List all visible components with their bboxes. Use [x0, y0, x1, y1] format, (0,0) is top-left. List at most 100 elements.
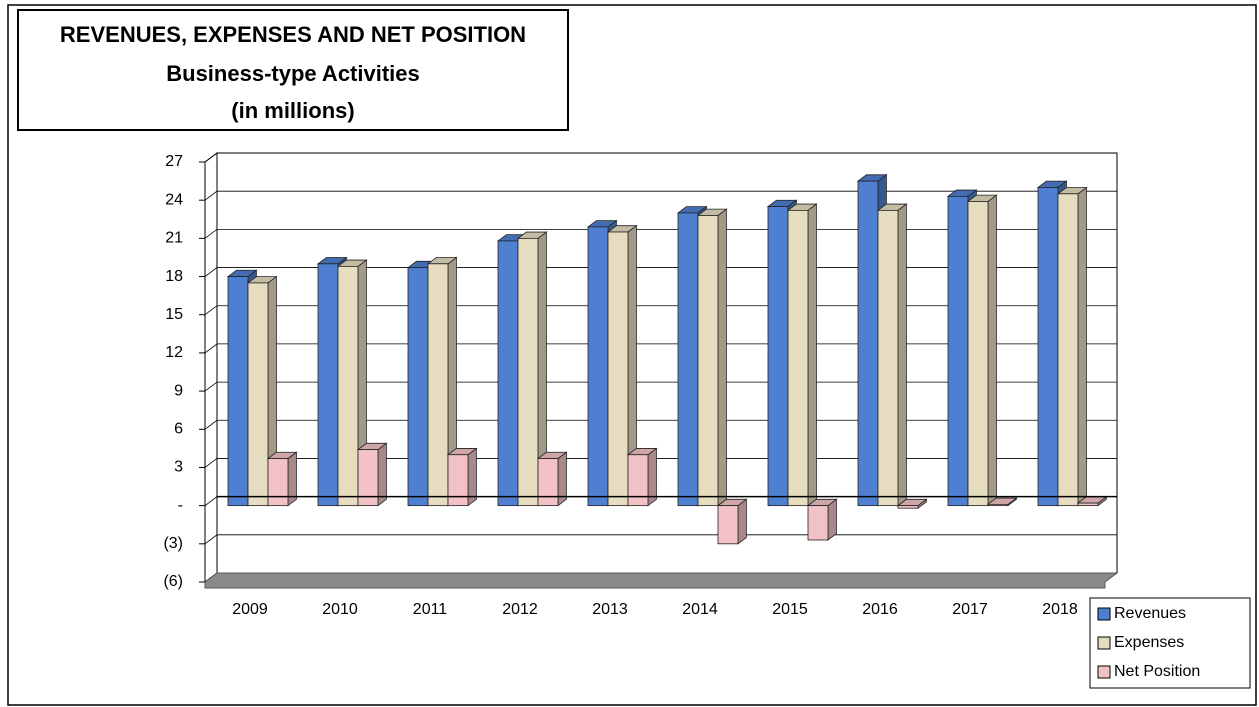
legend-swatch — [1097, 607, 1111, 621]
bar-front — [517, 237, 539, 507]
grid-line — [204, 152, 1117, 163]
bar-front — [967, 201, 989, 507]
side-wall — [204, 152, 218, 583]
chart-subtitle: (in millions) — [231, 98, 354, 123]
bar-front — [357, 449, 379, 507]
bar — [606, 224, 638, 507]
y-tick-label: 24 — [165, 191, 183, 208]
bar — [716, 498, 748, 545]
bar-front — [877, 209, 899, 507]
bar — [266, 451, 298, 507]
bar — [786, 203, 818, 507]
x-tick-label: 2011 — [413, 601, 448, 618]
legend-label: Revenues — [1114, 605, 1186, 622]
x-tick-label: 2017 — [952, 601, 988, 618]
bar-side — [287, 451, 297, 507]
y-tick-label: 9 — [174, 382, 183, 399]
bar-front — [497, 240, 519, 507]
bar — [516, 231, 548, 507]
y-tick-label: 3 — [174, 459, 183, 476]
bar-front — [947, 195, 969, 507]
x-tick-label: 2014 — [682, 601, 718, 618]
bar-front — [1037, 187, 1059, 507]
bar-side — [557, 451, 567, 507]
bar-side — [717, 208, 727, 507]
bar-front — [227, 276, 249, 507]
legend-swatch — [1097, 636, 1111, 650]
bar-front — [587, 226, 609, 507]
legend-label: Expenses — [1114, 634, 1184, 651]
grid-line — [204, 381, 1117, 392]
x-tick-label: 2012 — [502, 601, 538, 618]
grid-line — [204, 419, 1117, 430]
bar-front — [537, 458, 559, 507]
bar-side — [987, 194, 997, 507]
legend-label: Net Position — [1114, 663, 1200, 680]
bar-front — [767, 206, 789, 507]
y-tick-label: 6 — [174, 420, 183, 437]
bar-front — [317, 263, 339, 507]
bar-front — [407, 267, 429, 507]
x-tick-label: 2018 — [1042, 601, 1078, 618]
bar-front — [857, 180, 879, 507]
x-tick-label: 2015 — [772, 601, 808, 618]
grid-line — [204, 343, 1117, 354]
bar-front — [717, 505, 739, 545]
bar — [896, 498, 928, 509]
chart-subtitle: Business-type Activities — [166, 61, 420, 86]
y-tick-label: (6) — [163, 573, 183, 590]
y-tick-label: 18 — [165, 268, 183, 285]
x-tick-label: 2013 — [592, 601, 628, 618]
bar-front — [897, 505, 919, 509]
bar-front — [427, 263, 449, 507]
grid-line — [204, 190, 1117, 201]
x-tick-label: 2016 — [862, 601, 898, 618]
bar-front — [247, 282, 269, 507]
bar — [986, 497, 1018, 507]
bar — [426, 256, 458, 507]
bar — [1056, 186, 1088, 507]
y-tick-label: (3) — [163, 535, 183, 552]
bar — [336, 259, 368, 507]
y-tick-label: 21 — [165, 230, 183, 247]
bar-side — [807, 203, 817, 507]
legend-swatch — [1097, 665, 1111, 679]
grid-line — [204, 267, 1117, 277]
bar — [696, 208, 728, 507]
bar — [446, 447, 478, 507]
bar-front — [627, 454, 649, 507]
bar-front — [807, 505, 829, 541]
bar-side — [1077, 186, 1087, 507]
bar-front — [1057, 193, 1079, 507]
y-tick-label: 15 — [165, 306, 183, 323]
bar-side — [897, 203, 907, 507]
legend-box — [1089, 597, 1251, 689]
bar — [356, 442, 388, 507]
bar — [876, 203, 908, 507]
grid-line — [204, 228, 1117, 239]
bar-front — [337, 265, 359, 507]
title-box — [17, 9, 569, 131]
grid-line — [204, 305, 1117, 316]
y-tick-label: 12 — [165, 344, 183, 361]
chart-title: REVENUES, EXPENSES AND NET POSITION — [60, 22, 526, 47]
floor — [204, 572, 1119, 589]
bar — [806, 498, 838, 541]
bar — [246, 275, 278, 507]
bar — [626, 447, 658, 507]
bar-side — [827, 498, 837, 541]
bar-side — [737, 498, 747, 545]
bar — [966, 194, 998, 507]
x-tick-label: 2010 — [322, 601, 358, 618]
bar-front — [447, 454, 469, 507]
bar-front — [677, 212, 699, 507]
bar-front — [267, 458, 289, 507]
grid-line — [204, 458, 1117, 468]
bar-front — [787, 209, 809, 507]
bar-front — [1077, 502, 1099, 507]
bar — [536, 451, 568, 507]
y-tick-label: - — [178, 497, 183, 514]
bar-front — [697, 215, 719, 507]
bar-front — [987, 503, 1009, 507]
